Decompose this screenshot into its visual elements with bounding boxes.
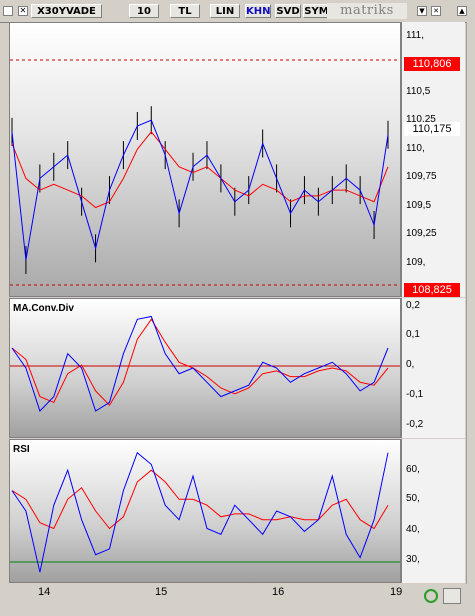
x-label-1: 14 — [38, 586, 51, 598]
price-tick-3: 110,25 — [406, 114, 436, 125]
x-label-2: 15 — [155, 586, 168, 598]
price-tick-8: 109, — [406, 257, 426, 268]
price-tick-2: 110,5 — [406, 86, 431, 97]
chart-toolbar: ✕ X30YVADE 10 TL LIN KHN SVD SYM matriks… — [0, 0, 475, 23]
rsi-line — [11, 451, 389, 573]
rsi-tick-4: 30, — [406, 554, 420, 565]
vertical-scrollbar[interactable] — [466, 22, 475, 584]
price-tick-5: 109,75 — [406, 171, 437, 182]
close-icon[interactable]: ✕ — [18, 6, 28, 16]
upper-level-badge: 110,806 — [404, 57, 460, 71]
rsi-tick-2: 50, — [406, 493, 420, 504]
last-price-badge: 110,175 — [404, 122, 460, 136]
macd-panel: MA.Conv.Div — [9, 298, 401, 438]
macd-tick-2: 0,1 — [406, 329, 420, 340]
macd-label: MA.Conv.Div — [13, 303, 74, 314]
sym-button[interactable]: SYM — [303, 4, 330, 18]
scale-button[interactable]: LIN — [210, 4, 240, 18]
price-tick-4: 110, — [406, 143, 425, 154]
brand-logo: matriks — [327, 3, 407, 19]
moving-average-line — [11, 130, 389, 209]
price-tick-7: 109,25 — [406, 228, 437, 239]
rsi-axis: 60, 50, 40, 30, — [401, 439, 465, 583]
period-button[interactable]: 10 — [129, 4, 159, 18]
mode-button[interactable]: KHN — [245, 4, 271, 18]
price-panel — [9, 22, 401, 297]
window-menu-icon[interactable] — [3, 6, 13, 16]
currency-button[interactable]: TL — [170, 4, 200, 18]
macd-chart[interactable] — [10, 299, 400, 437]
macd-axis: 0,2 0,1 0, -0,1 -0,2 — [401, 298, 465, 438]
price-line — [11, 119, 389, 261]
macd-signal-line — [11, 318, 389, 407]
macd-tick-1: 0,2 — [406, 300, 420, 311]
x-label-4: 19 — [390, 586, 403, 598]
rsi-label: RSI — [13, 444, 30, 455]
corner-button[interactable] — [443, 588, 461, 604]
rsi-tick-3: 40, — [406, 524, 420, 535]
rsi-chart[interactable] — [10, 440, 400, 582]
macd-line — [11, 315, 389, 412]
svd-button[interactable]: SVD — [275, 4, 301, 18]
scroll-up-icon[interactable]: ▲ — [457, 6, 467, 16]
x-label-3: 16 — [272, 586, 285, 598]
rsi-tick-1: 60, — [406, 464, 420, 475]
macd-tick-5: -0,2 — [406, 419, 424, 430]
dropdown-icon[interactable]: ▼ — [417, 6, 427, 16]
window-close-icon[interactable]: ✕ — [431, 6, 441, 16]
time-axis: 14 15 16 19 — [9, 583, 403, 605]
refresh-icon[interactable] — [424, 589, 438, 603]
price-tick-1: 111, — [406, 30, 424, 41]
macd-tick-3: 0, — [406, 359, 415, 370]
rsi-panel: RSI — [9, 439, 401, 583]
price-tick-6: 109,5 — [406, 200, 432, 211]
price-chart[interactable] — [10, 23, 400, 296]
symbol-button[interactable]: X30YVADE — [31, 4, 102, 18]
lower-level-badge: 108,825 — [404, 283, 460, 297]
macd-tick-4: -0,1 — [406, 389, 424, 400]
